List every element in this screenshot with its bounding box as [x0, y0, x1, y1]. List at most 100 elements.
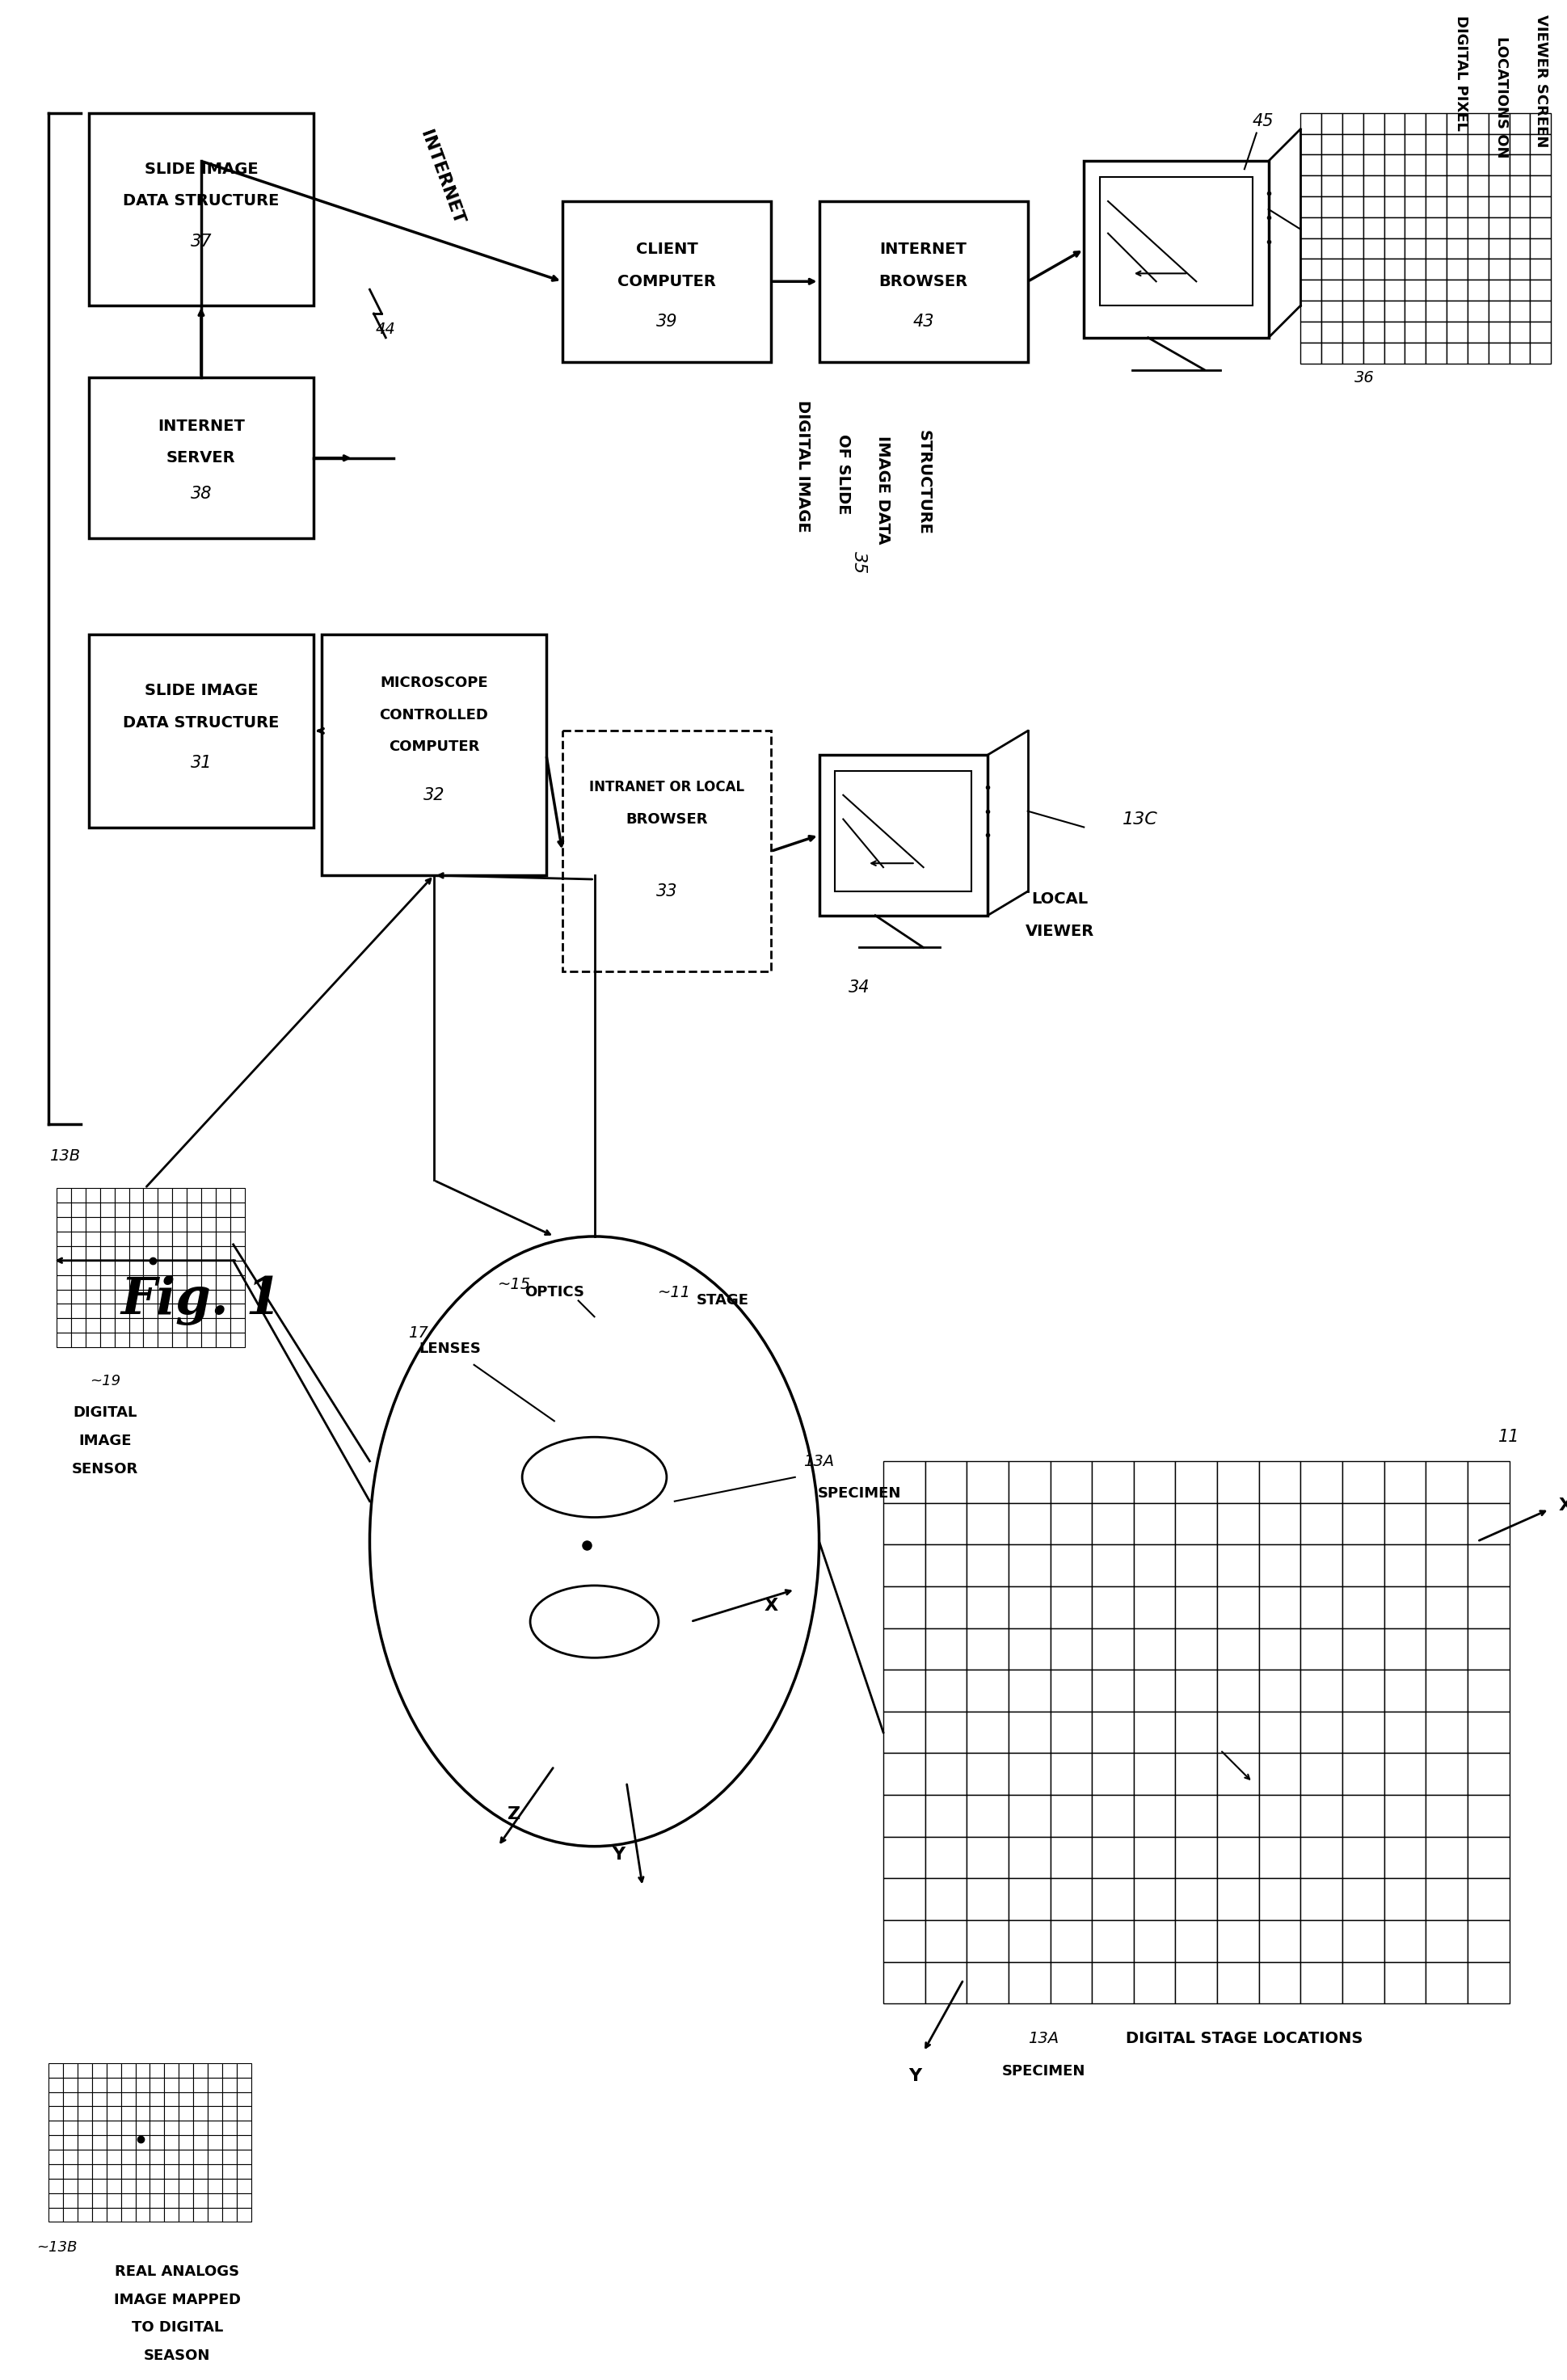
Bar: [150, 2063, 165, 2078]
Bar: [223, 2078, 237, 2092]
Bar: [1446, 155, 1468, 176]
Bar: [1321, 176, 1343, 198]
Bar: [114, 1230, 128, 1247]
Bar: [1384, 217, 1406, 238]
Bar: [56, 1261, 71, 1276]
Bar: [1468, 217, 1489, 238]
Bar: [1092, 1587, 1133, 1628]
Bar: [1258, 1587, 1301, 1628]
Bar: [1468, 198, 1489, 217]
Text: 31: 31: [191, 754, 212, 771]
Bar: [1009, 1628, 1050, 1671]
Bar: [56, 1230, 71, 1247]
Bar: [135, 2192, 150, 2209]
Bar: [114, 1202, 128, 1216]
Bar: [1426, 1587, 1468, 1628]
Bar: [1133, 1754, 1175, 1795]
Bar: [884, 1587, 925, 1628]
Bar: [63, 2163, 78, 2178]
Bar: [1133, 1837, 1175, 1878]
Bar: [1301, 300, 1321, 321]
Bar: [128, 1333, 144, 1347]
Bar: [1321, 321, 1343, 343]
Bar: [1301, 112, 1321, 133]
Bar: [1384, 238, 1406, 259]
Bar: [1258, 1628, 1301, 1671]
Bar: [179, 2192, 193, 2209]
Bar: [1468, 1545, 1509, 1587]
Bar: [1301, 1461, 1343, 1502]
Bar: [107, 2209, 121, 2223]
Bar: [49, 2192, 63, 2209]
Bar: [49, 2135, 63, 2149]
Bar: [92, 2135, 107, 2149]
Text: 44: 44: [376, 321, 396, 338]
Bar: [1529, 343, 1551, 364]
Bar: [144, 1188, 158, 1202]
Bar: [186, 1290, 201, 1304]
Bar: [1384, 1961, 1426, 2004]
Bar: [1321, 343, 1343, 364]
Bar: [1468, 1671, 1509, 1711]
Bar: [1218, 1795, 1258, 1837]
Bar: [150, 2192, 165, 2209]
Bar: [563, 202, 771, 362]
Bar: [1301, 1671, 1343, 1711]
Bar: [1133, 1587, 1175, 1628]
Text: Y: Y: [909, 2068, 921, 2085]
Bar: [201, 1202, 216, 1216]
Bar: [107, 2063, 121, 2078]
Bar: [1175, 1671, 1218, 1711]
Bar: [107, 2149, 121, 2163]
Bar: [78, 2121, 92, 2135]
Bar: [1133, 1461, 1175, 1502]
Bar: [1343, 300, 1363, 321]
Bar: [1468, 238, 1489, 259]
Bar: [165, 2163, 179, 2178]
Bar: [1384, 300, 1406, 321]
Text: LOCAL: LOCAL: [1031, 892, 1087, 907]
Bar: [835, 771, 972, 892]
Bar: [1175, 1961, 1218, 2004]
Bar: [1363, 217, 1384, 238]
Bar: [1301, 155, 1321, 176]
Bar: [1468, 343, 1489, 364]
Bar: [1406, 112, 1426, 133]
Text: OF SLIDE: OF SLIDE: [835, 433, 851, 514]
Bar: [1301, 1961, 1343, 2004]
Bar: [1321, 259, 1343, 281]
Bar: [100, 1304, 114, 1319]
Bar: [1489, 300, 1509, 321]
Bar: [1426, 321, 1446, 343]
Bar: [172, 1216, 186, 1230]
Bar: [1363, 238, 1384, 259]
Bar: [1426, 217, 1446, 238]
Bar: [207, 2209, 223, 2223]
Bar: [1050, 1545, 1092, 1587]
Bar: [1529, 281, 1551, 300]
Bar: [1468, 155, 1489, 176]
Bar: [1009, 1837, 1050, 1878]
Bar: [1363, 133, 1384, 155]
Bar: [1301, 217, 1321, 238]
Bar: [1384, 1545, 1426, 1587]
Bar: [144, 1304, 158, 1319]
Bar: [158, 1202, 172, 1216]
Bar: [1175, 1837, 1218, 1878]
Text: 36: 36: [1355, 369, 1374, 386]
Bar: [193, 2135, 207, 2149]
Bar: [63, 2178, 78, 2192]
Bar: [230, 1276, 244, 1290]
Bar: [186, 1261, 201, 1276]
Bar: [165, 2149, 179, 2163]
Bar: [1092, 1878, 1133, 1921]
Bar: [967, 1628, 1009, 1671]
Bar: [193, 2149, 207, 2163]
Bar: [925, 1502, 967, 1545]
Bar: [150, 2121, 165, 2135]
Text: ~15: ~15: [498, 1278, 531, 1292]
Bar: [86, 1216, 100, 1230]
Bar: [1343, 1628, 1384, 1671]
Bar: [128, 1216, 144, 1230]
Bar: [63, 2209, 78, 2223]
